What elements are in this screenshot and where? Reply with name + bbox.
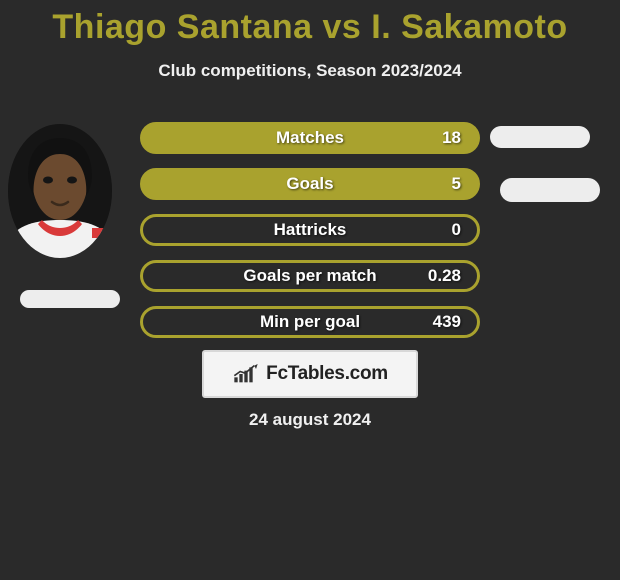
stat-bar: Matches 18 (140, 122, 480, 154)
player-avatar-left (8, 124, 112, 258)
stat-bar: Min per goal 439 (140, 306, 480, 338)
stat-bars: Matches 18 Goals 5 Hattricks 0 Goals per match… (140, 122, 480, 352)
brand-badge: FcTables.com (202, 350, 418, 398)
page-subtitle: Club competitions, Season 2023/2024 (0, 61, 620, 81)
stat-bar-label: Matches (276, 128, 344, 148)
placeholder-pill-left (20, 290, 120, 308)
stat-bar: Goals 5 (140, 168, 480, 200)
stat-bar-label: Hattricks (274, 220, 347, 240)
stat-bar: Goals per match 0.28 (140, 260, 480, 292)
brand-text: FcTables.com (266, 363, 388, 385)
stat-bar-value: 0.28 (428, 266, 461, 286)
stat-bar-label: Goals (286, 174, 333, 194)
stat-bar: Hattricks 0 (140, 214, 480, 246)
stat-bar-value: 0 (452, 220, 461, 240)
footer-date: 24 august 2024 (249, 410, 371, 430)
brand-icon (232, 364, 260, 384)
placeholder-pill-right-2 (500, 178, 600, 202)
placeholder-pill-right-1 (490, 126, 590, 148)
stat-bar-label: Goals per match (243, 266, 376, 286)
stat-bar-value: 18 (442, 128, 461, 148)
stat-bar-value: 5 (452, 174, 461, 194)
stat-bar-label: Min per goal (260, 312, 360, 332)
stat-bar-value: 439 (433, 312, 461, 332)
avatar-illustration (8, 124, 112, 258)
page-title: Thiago Santana vs I. Sakamoto (0, 0, 620, 47)
